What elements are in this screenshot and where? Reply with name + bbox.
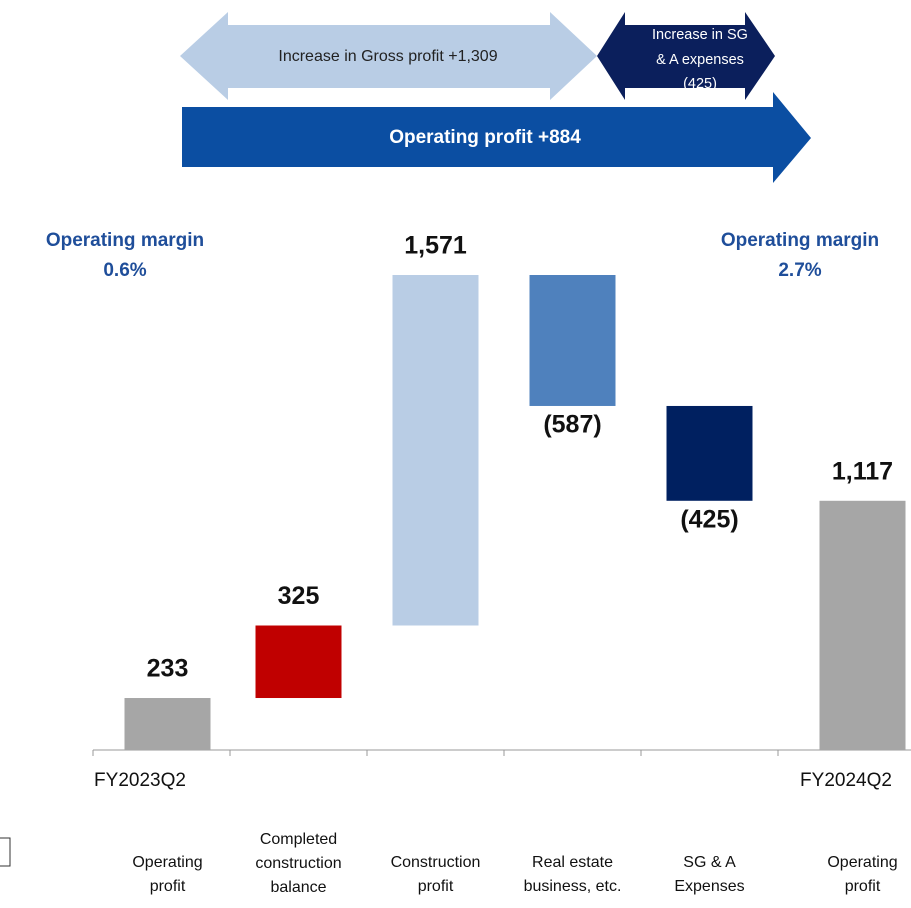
gross-profit-arrow [180,12,597,100]
value-label: 1,117 [832,457,893,485]
x-tick-label: profit [418,878,454,895]
value-label: 1,571 [404,232,467,260]
margin-label: 0.6% [103,260,146,281]
bar [255,625,342,699]
bar [392,275,479,626]
gross-profit-label: Increase in Gross profit +1,309 [278,48,497,65]
bar [529,275,616,406]
x-tick-label: SG & A [683,854,736,871]
x-tick-label: profit [845,878,881,895]
x-tick-label: construction [255,855,341,872]
operating-profit-arrow [182,92,811,183]
value-label: 233 [147,655,189,683]
x-tick-label: Construction [391,854,481,871]
sga-label: (425) [683,76,717,92]
x-tick-label: Real estate [532,854,613,871]
x-tick-label: balance [270,879,326,896]
period-label: FY2024Q2 [800,770,892,791]
sga-label: & A expenses [656,52,744,68]
value-label: (425) [680,505,738,533]
operating-profit-label: Operating profit +884 [389,127,581,148]
frame [0,837,11,867]
x-tick-label: Expenses [674,878,744,895]
margin-label: 2.7% [778,260,821,281]
margin-label: Operating margin [721,230,879,251]
x-tick-label: Operating [827,854,897,871]
bar [819,500,906,750]
x-tick-label: business, etc. [524,878,622,895]
margin-label: Operating margin [46,230,204,251]
bar [124,698,211,750]
sga-label: Increase in SG [652,27,748,43]
x-tick-label: profit [150,878,186,895]
x-tick-label: Operating [132,854,202,871]
x-tick-label: Completed [260,831,337,848]
sga-arrow [597,12,775,100]
value-label: (587) [543,411,601,439]
bar [666,405,753,501]
value-label: 325 [278,582,320,610]
period-label: FY2023Q2 [94,770,186,791]
